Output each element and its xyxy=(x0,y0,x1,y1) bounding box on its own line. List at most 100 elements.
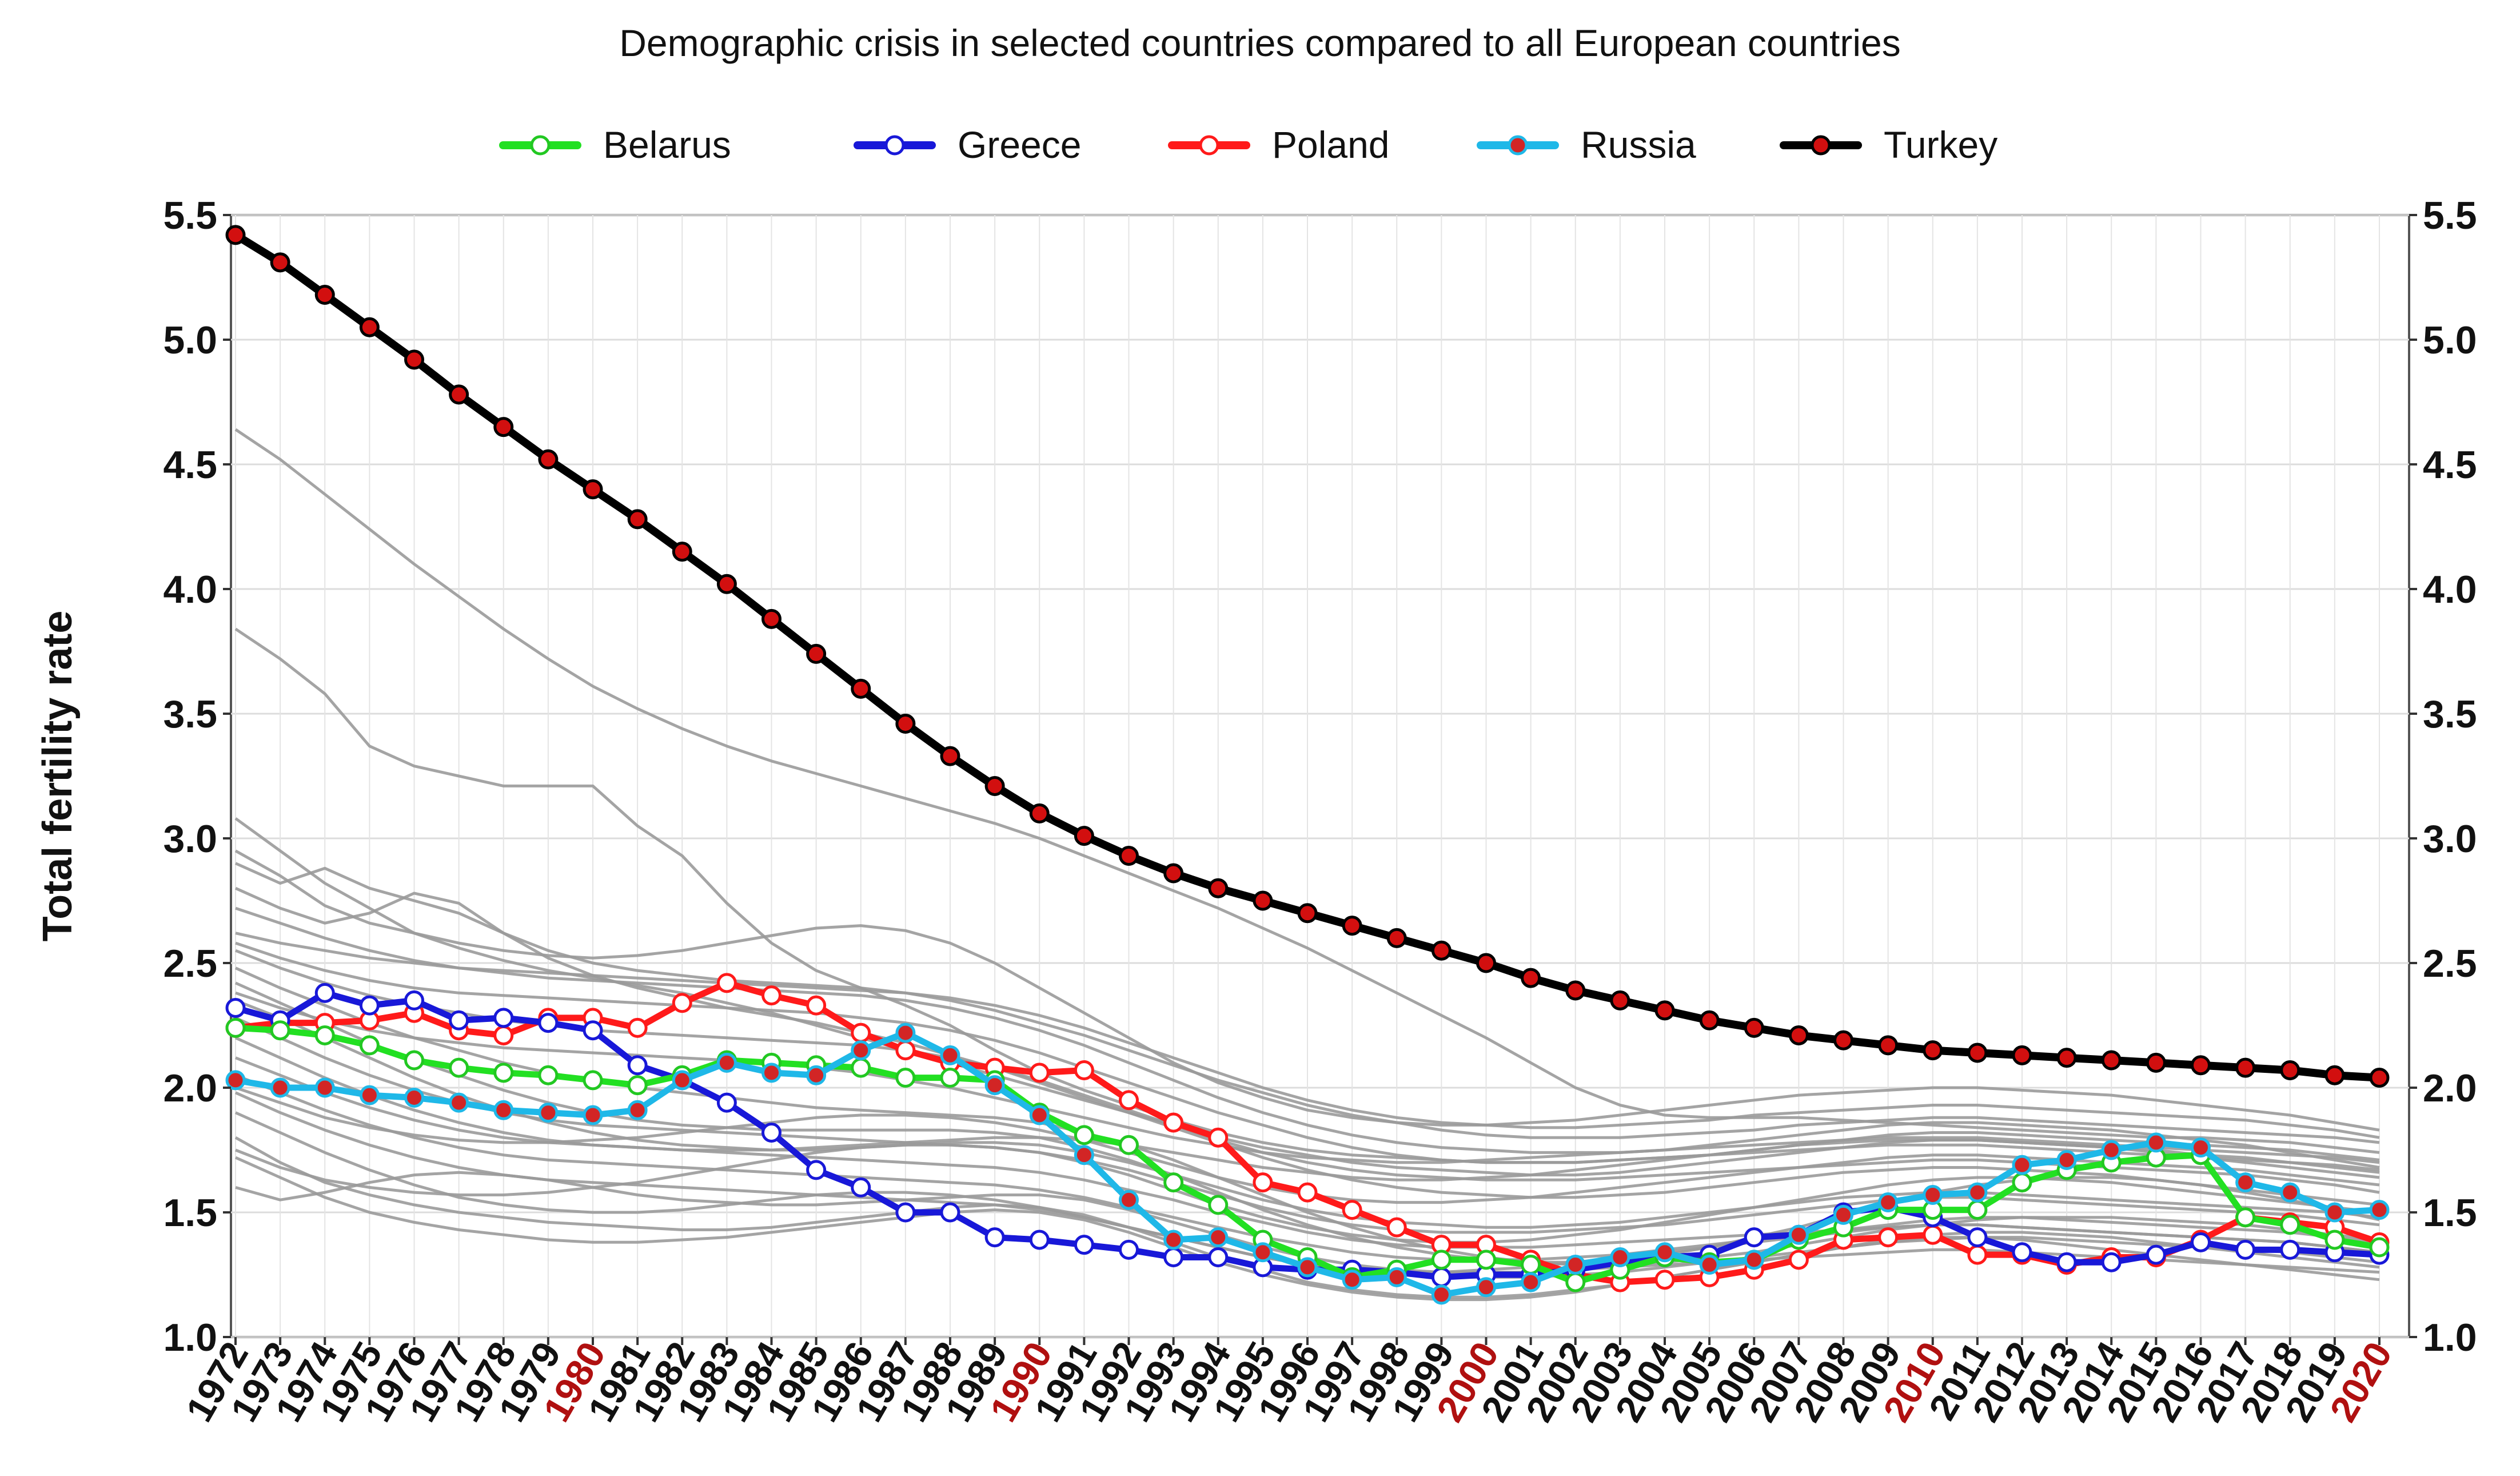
series-marker-turkey xyxy=(2012,1045,2032,1065)
background-series-line xyxy=(235,941,2380,1172)
series-marker-poland xyxy=(895,1040,916,1061)
series-marker-russia xyxy=(672,1070,692,1091)
series-marker-greece xyxy=(2101,1252,2122,1272)
series-marker-russia xyxy=(2056,1149,2077,1170)
legend-marker-russia xyxy=(1508,135,1528,156)
background-series-line xyxy=(235,906,2380,1169)
series-marker-greece xyxy=(2056,1252,2077,1272)
series-marker-belarus xyxy=(1074,1125,1094,1145)
series-marker-belarus xyxy=(2280,1215,2300,1235)
series-marker-greece xyxy=(1431,1267,1452,1287)
y-tick-label-right: 3.5 xyxy=(2423,693,2477,736)
legend-label-russia: Russia xyxy=(1581,124,1696,166)
background-series-line xyxy=(234,817,2380,1179)
series-marker-turkey xyxy=(493,417,514,437)
series-russia xyxy=(225,1023,2390,1305)
series-marker-poland xyxy=(627,1017,648,1038)
series-marker-russia xyxy=(1163,1230,1184,1250)
y-tick-label-right: 5.5 xyxy=(2423,194,2477,237)
series-marker-turkey xyxy=(270,252,290,273)
series-marker-russia xyxy=(583,1105,603,1125)
background-series-line xyxy=(235,999,2380,1229)
series-marker-russia xyxy=(761,1063,781,1083)
legend-label-turkey: Turkey xyxy=(1884,124,1997,166)
series-marker-russia xyxy=(1610,1247,1630,1267)
series-marker-greece xyxy=(627,1055,648,1076)
series-marker-belarus xyxy=(1208,1195,1229,1215)
series-marker-belarus xyxy=(2012,1172,2032,1193)
series-marker-greece xyxy=(225,997,246,1018)
legend-item-poland: Poland xyxy=(1168,124,1390,166)
y-tick-label-right: 2.5 xyxy=(2423,942,2477,985)
series-marker-poland xyxy=(716,973,737,993)
series-marker-poland xyxy=(1074,1060,1094,1080)
series-marker-belarus xyxy=(1431,1250,1452,1270)
series-marker-belarus xyxy=(270,1020,290,1041)
series-marker-turkey xyxy=(2235,1057,2256,1078)
series-marker-russia xyxy=(940,1045,960,1065)
series-marker-turkey xyxy=(806,643,827,664)
series-marker-belarus xyxy=(583,1070,603,1091)
background-series-line xyxy=(234,1136,2380,1299)
series-marker-russia xyxy=(806,1065,827,1085)
y-tick-label-right: 3.0 xyxy=(2423,817,2477,861)
series-marker-russia xyxy=(2012,1155,2032,1175)
legend-item-turkey: Turkey xyxy=(1780,124,1997,166)
series-marker-turkey xyxy=(984,775,1005,796)
series-marker-belarus xyxy=(895,1068,916,1088)
series-marker-turkey xyxy=(1610,990,1630,1010)
series-marker-belarus xyxy=(538,1065,559,1085)
series-marker-russia xyxy=(1253,1242,1273,1263)
series-marker-russia xyxy=(1788,1224,1809,1245)
series-marker-poland xyxy=(672,993,692,1013)
series-marker-russia xyxy=(1654,1242,1675,1263)
series-marker-belarus xyxy=(851,1057,871,1078)
series-marker-poland xyxy=(493,1025,514,1045)
plot-area xyxy=(225,214,2410,1338)
highlighted-series-group xyxy=(225,225,2390,1305)
y-axis-title: Total fertility rate xyxy=(35,611,81,942)
series-marker-turkey xyxy=(1744,1017,1764,1038)
series-marker-turkey xyxy=(225,225,246,245)
series-marker-turkey xyxy=(627,509,648,530)
series-marker-russia xyxy=(1342,1270,1362,1290)
series-marker-turkey xyxy=(1342,916,1362,936)
series-marker-belarus xyxy=(449,1057,469,1078)
series-marker-greece xyxy=(1119,1239,1139,1260)
series-marker-turkey xyxy=(314,285,335,305)
series-marker-greece xyxy=(761,1122,781,1143)
y-tick-label-right: 5.0 xyxy=(2423,319,2477,362)
series-marker-russia xyxy=(1744,1250,1764,1270)
series-marker-greece xyxy=(2191,1232,2211,1252)
series-marker-belarus xyxy=(1565,1272,1586,1292)
series-marker-russia xyxy=(716,1052,737,1073)
series-marker-turkey xyxy=(538,449,559,470)
y-axis-right: 1.0 1.5 2.0 2.5 3.0 3.5 4.0 4.5 5.0 5.5 xyxy=(2409,194,2477,1359)
series-marker-greece xyxy=(538,1013,559,1033)
y-tick-label-right: 1.0 xyxy=(2423,1316,2477,1359)
series-marker-russia xyxy=(449,1092,469,1113)
series-marker-turkey xyxy=(1029,803,1050,823)
series-marker-belarus xyxy=(1119,1135,1139,1155)
series-marker-turkey xyxy=(1565,980,1586,1001)
series-marker-greece xyxy=(2012,1242,2032,1263)
series-marker-poland xyxy=(1297,1182,1318,1203)
series-marker-turkey xyxy=(1878,1035,1899,1056)
series-marker-russia xyxy=(1074,1145,1094,1165)
series-marker-belarus xyxy=(2369,1237,2390,1258)
series-marker-poland xyxy=(1208,1127,1229,1148)
series-marker-greece xyxy=(984,1227,1005,1248)
series-marker-russia xyxy=(1967,1182,1988,1203)
series-marker-poland xyxy=(1119,1090,1139,1111)
y-tick-label-left: 3.0 xyxy=(163,817,217,861)
series-marker-turkey xyxy=(851,678,871,699)
series-marker-turkey xyxy=(449,384,469,405)
series-marker-russia xyxy=(1878,1192,1899,1213)
series-marker-poland xyxy=(1386,1217,1407,1238)
series-marker-greece xyxy=(1163,1247,1184,1267)
series-marker-russia xyxy=(2324,1202,2345,1223)
series-marker-poland xyxy=(1342,1200,1362,1220)
series-marker-turkey xyxy=(1253,890,1273,911)
legend-item-greece: Greece xyxy=(854,124,1081,166)
